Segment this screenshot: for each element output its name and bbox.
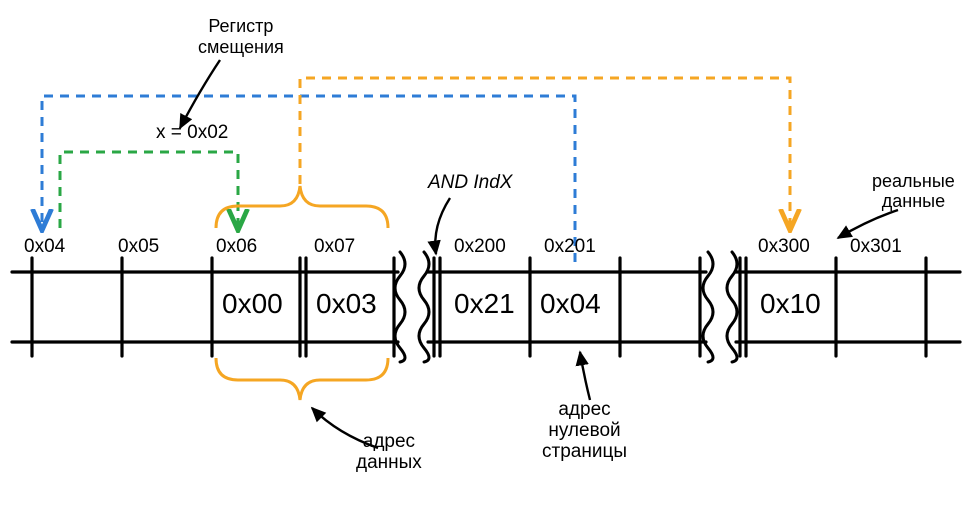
ptr-registr: [180, 60, 220, 128]
cell-300: 0x10: [760, 288, 821, 320]
brace-bottom: [216, 358, 388, 400]
ptr-realdata: [838, 210, 898, 238]
label-registr: Регистр смещения: [198, 16, 284, 57]
addr-301: 0x301: [850, 236, 902, 258]
label-x-eq: x = 0x02: [156, 122, 228, 144]
cell-201: 0x04: [540, 288, 601, 320]
ptr-zeropage: [580, 352, 590, 400]
label-and-indx: AND IndX: [428, 172, 512, 194]
addr-07: 0x07: [314, 236, 355, 258]
brace-top: [216, 186, 388, 228]
addr-300: 0x300: [758, 236, 810, 258]
label-real-data: реальные данные: [872, 172, 955, 212]
addr-201: 0x201: [544, 236, 596, 258]
addr-200: 0x200: [454, 236, 506, 258]
cell-06: 0x00: [222, 288, 283, 320]
label-zero-page: адрес нулевой страницы: [542, 400, 627, 463]
label-addr-data: адрес данных: [356, 432, 422, 474]
cell-07: 0x03: [316, 288, 377, 320]
cell-200: 0x21: [454, 288, 515, 320]
addr-05: 0x05: [118, 236, 159, 258]
addr-06: 0x06: [216, 236, 257, 258]
addr-04: 0x04: [24, 236, 65, 258]
ptr-andindx: [435, 198, 450, 254]
arrow-green: [60, 152, 238, 228]
